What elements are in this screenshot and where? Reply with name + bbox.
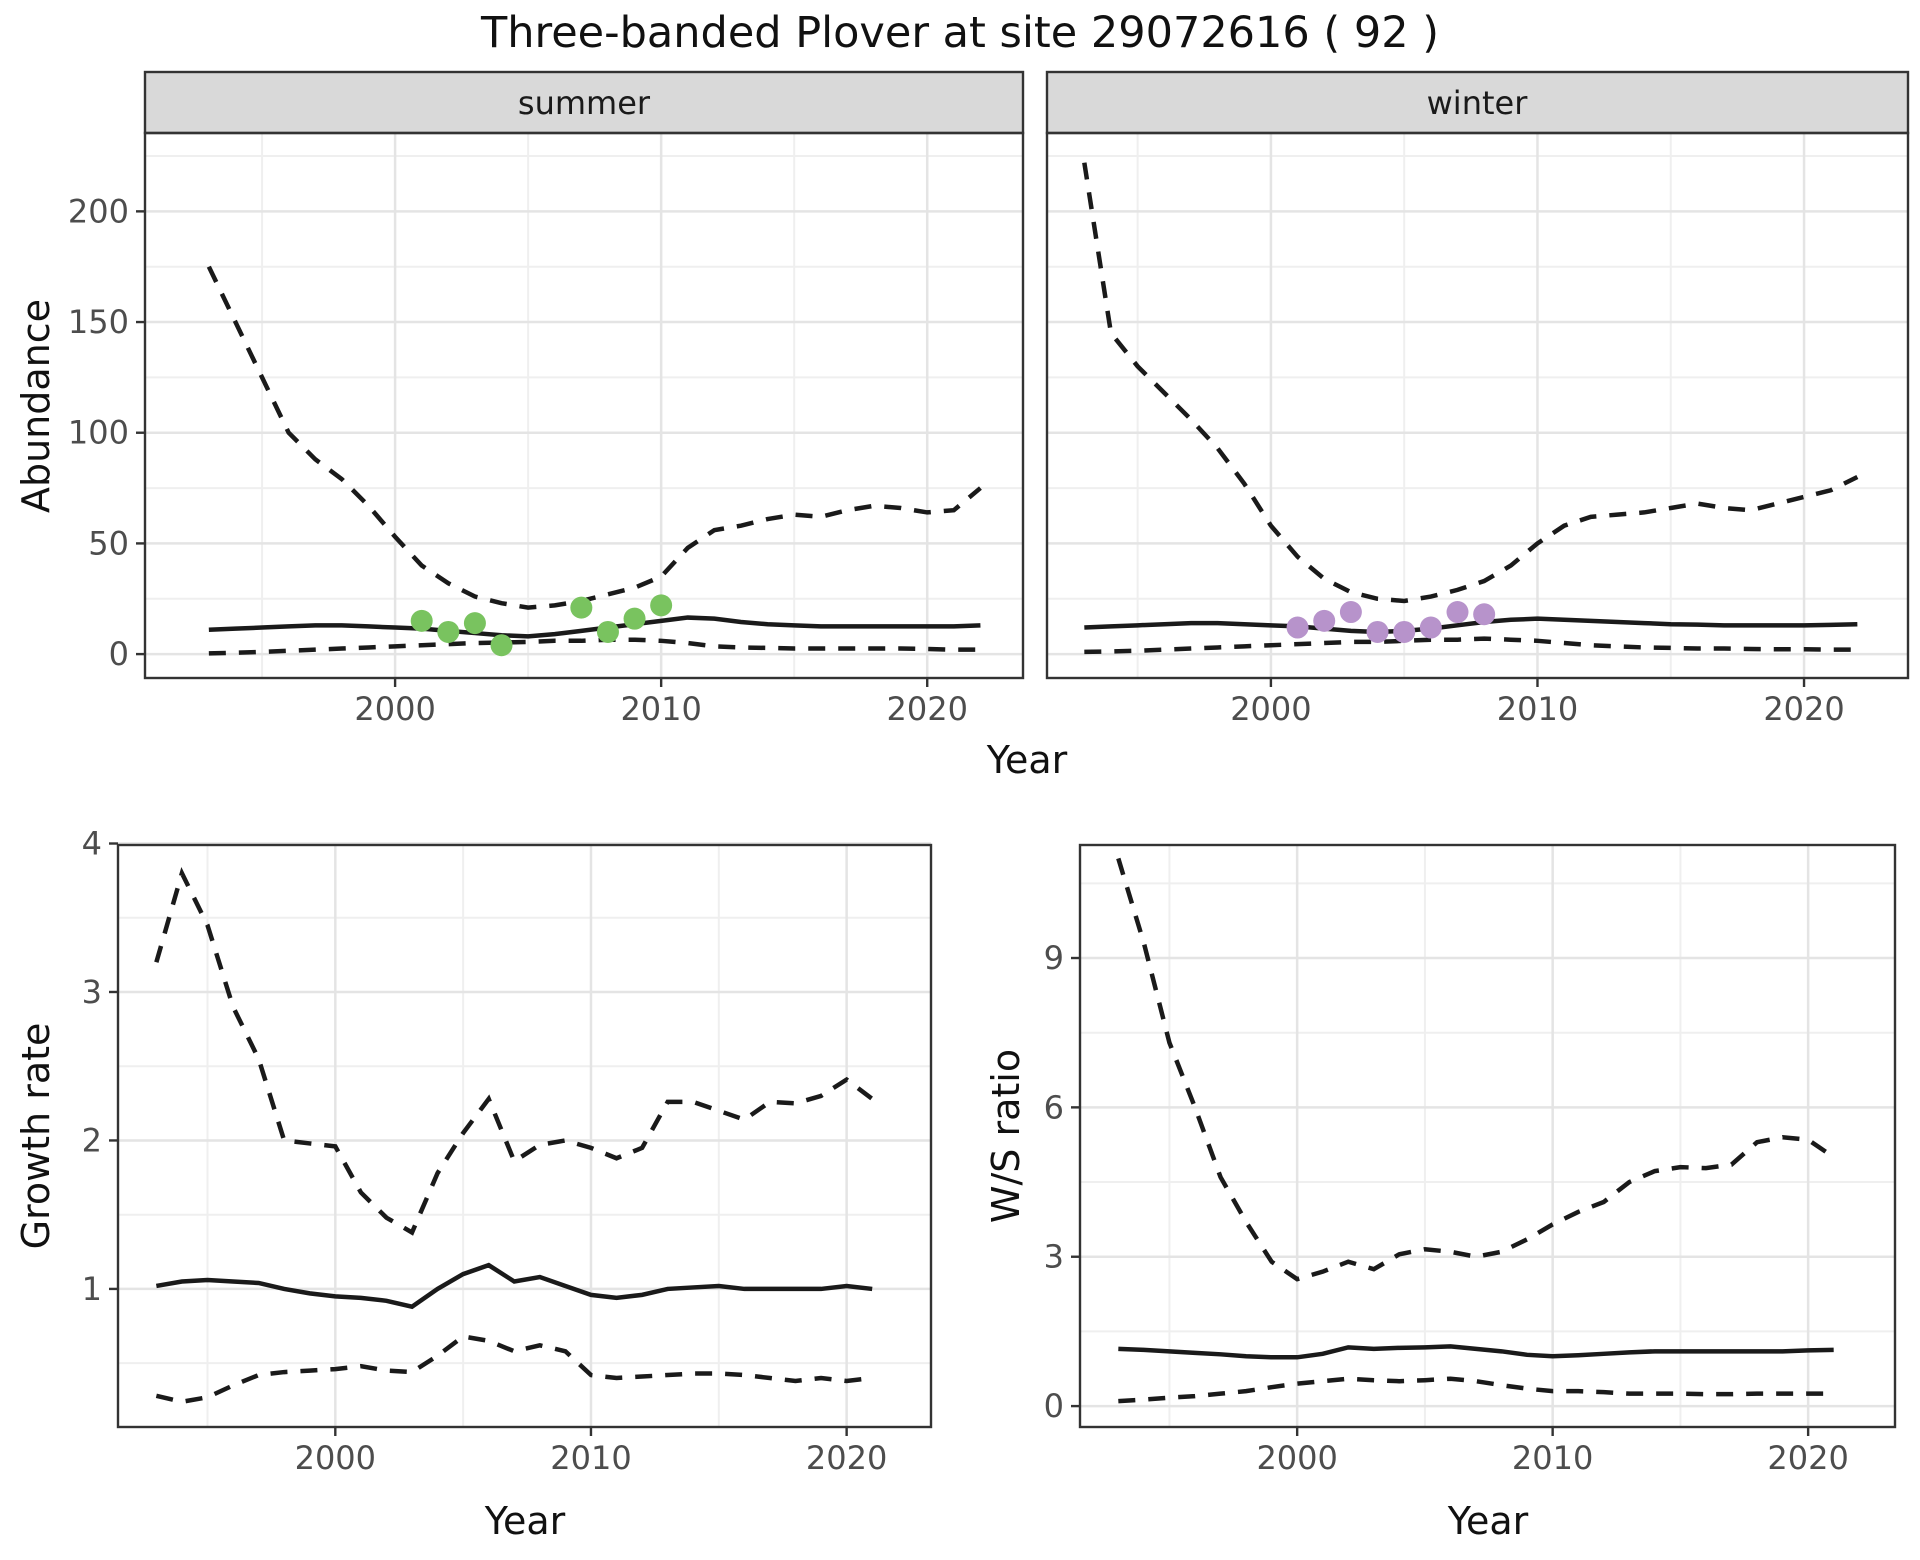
plot-title: Three-banded Plover at site 29072616 ( 9…: [480, 8, 1440, 58]
svg-text:2000: 2000: [354, 690, 435, 728]
svg-text:100: 100: [68, 414, 129, 452]
y-axis-title-abundance: Abundance: [14, 298, 58, 514]
svg-text:1: 1: [82, 1270, 102, 1308]
svg-text:9: 9: [1044, 939, 1064, 977]
svg-text:2010: 2010: [1497, 690, 1578, 728]
svg-text:0: 0: [1044, 1387, 1064, 1425]
svg-text:2010: 2010: [620, 690, 701, 728]
svg-text:0: 0: [109, 635, 129, 673]
facet-strip-winter: winter: [1426, 84, 1528, 122]
svg-text:200: 200: [68, 192, 129, 230]
svg-text:2010: 2010: [1512, 1439, 1593, 1477]
svg-text:2000: 2000: [1230, 690, 1311, 728]
y-axis-title-ws-ratio: W/S ratio: [984, 1048, 1028, 1224]
svg-text:4: 4: [82, 825, 102, 863]
svg-text:3: 3: [82, 973, 102, 1011]
svg-text:150: 150: [68, 303, 129, 341]
x-axis-title-year-ws: Year: [1447, 1499, 1529, 1543]
svg-text:2020: 2020: [806, 1439, 887, 1477]
svg-text:3: 3: [1044, 1238, 1064, 1276]
y-axis-title-growth-rate: Growth rate: [14, 1022, 58, 1250]
svg-text:2000: 2000: [1256, 1439, 1337, 1477]
x-axis-title-year-growth: Year: [484, 1499, 566, 1543]
svg-text:50: 50: [88, 524, 129, 562]
svg-text:2000: 2000: [295, 1439, 376, 1477]
svg-text:2020: 2020: [1763, 690, 1844, 728]
svg-text:6: 6: [1044, 1088, 1064, 1126]
facet-strip-summer: summer: [517, 84, 651, 122]
svg-text:2: 2: [82, 1121, 102, 1159]
svg-text:2020: 2020: [886, 690, 967, 728]
svg-text:2010: 2010: [550, 1439, 631, 1477]
svg-text:2020: 2020: [1767, 1439, 1848, 1477]
x-axis-title-year-top: Year: [986, 738, 1068, 782]
